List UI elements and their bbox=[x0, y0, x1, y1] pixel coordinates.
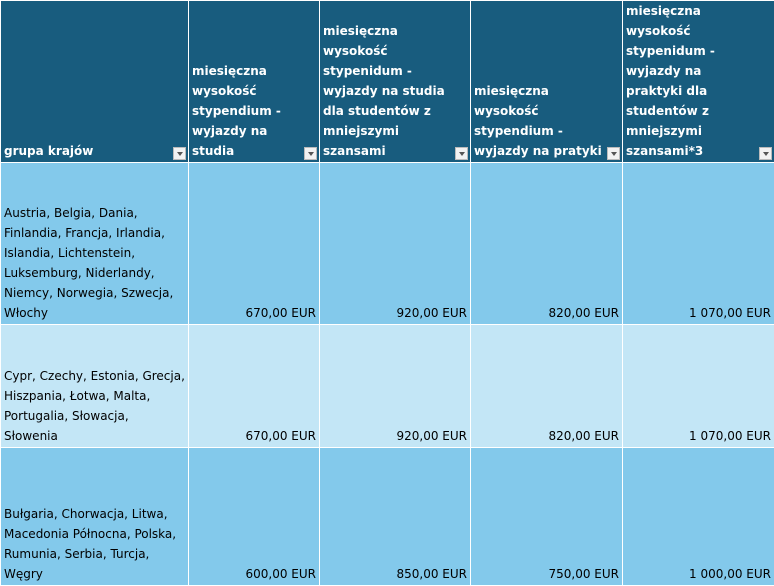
value-cell[interactable]: 920,00 EUR bbox=[320, 163, 471, 325]
header-traineeship-fewer-opportunities: miesięczna wysokość stypenidum - wyjazdy… bbox=[623, 1, 774, 163]
value-cell[interactable]: 670,00 EUR bbox=[189, 325, 320, 448]
value-cell[interactable]: 1 070,00 EUR bbox=[623, 163, 774, 325]
value-cell[interactable]: 1 070,00 EUR bbox=[623, 325, 774, 448]
header-study: miesięczna wysokość stypendium - wyjazdy… bbox=[189, 1, 320, 163]
filter-dropdown-icon[interactable] bbox=[607, 147, 620, 160]
value-cell[interactable]: 920,00 EUR bbox=[320, 325, 471, 448]
country-cell[interactable]: Cypr, Czechy, Estonia, Grecja, Hiszpania… bbox=[1, 325, 189, 448]
value-cell[interactable]: 820,00 EUR bbox=[471, 163, 623, 325]
header-row: grupa krajów miesięczna wysokość stypend… bbox=[1, 1, 774, 163]
filter-dropdown-icon[interactable] bbox=[304, 147, 317, 160]
table-row: Cypr, Czechy, Estonia, Grecja, Hiszpania… bbox=[1, 325, 774, 448]
value-cell[interactable]: 850,00 EUR bbox=[320, 448, 471, 586]
value-cell[interactable]: 1 000,00 EUR bbox=[623, 448, 774, 586]
value-cell[interactable]: 750,00 EUR bbox=[471, 448, 623, 586]
value-cell[interactable]: 820,00 EUR bbox=[471, 325, 623, 448]
filter-dropdown-icon[interactable] bbox=[455, 147, 468, 160]
header-country-group: grupa krajów bbox=[1, 1, 189, 163]
country-cell[interactable]: Austria, Belgia, Dania, Finlandia, Franc… bbox=[1, 163, 189, 325]
value-cell[interactable]: 670,00 EUR bbox=[189, 163, 320, 325]
header-traineeship: miesięczna wysokość stypendium - wyjazdy… bbox=[471, 1, 623, 163]
table-row: Bułgaria, Chorwacja, Litwa, Macedonia Pó… bbox=[1, 448, 774, 586]
country-cell[interactable]: Bułgaria, Chorwacja, Litwa, Macedonia Pó… bbox=[1, 448, 189, 586]
table-row: Austria, Belgia, Dania, Finlandia, Franc… bbox=[1, 163, 774, 325]
header-study-fewer-opportunities: miesięczna wysokość stypenidum - wyjazdy… bbox=[320, 1, 471, 163]
value-cell[interactable]: 600,00 EUR bbox=[189, 448, 320, 586]
filter-dropdown-icon[interactable] bbox=[173, 147, 186, 160]
filter-dropdown-icon[interactable] bbox=[759, 147, 772, 160]
